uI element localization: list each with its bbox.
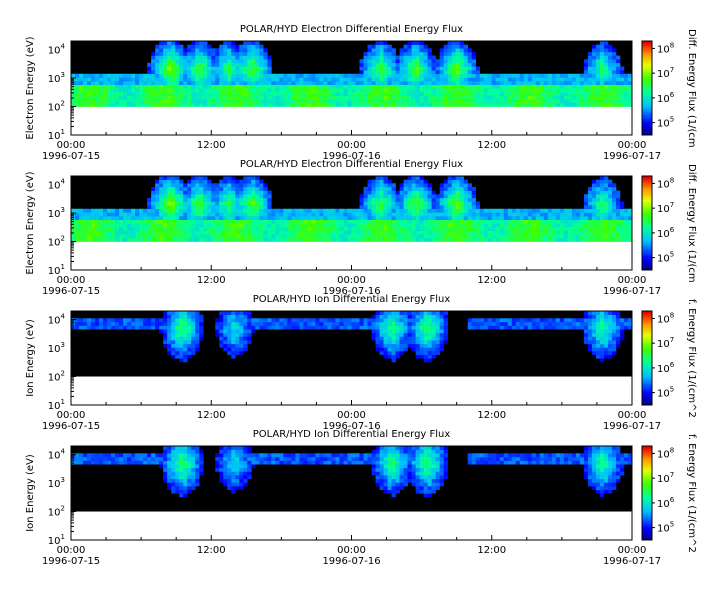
- y-tick-label: 104: [48, 448, 66, 462]
- colorbar-tick-label: 108: [657, 176, 674, 190]
- colorbar-tick-label: 107: [657, 471, 674, 485]
- spectrogram-cells: [71, 446, 633, 498]
- x-tick-time: 00:00: [337, 410, 366, 421]
- panel-title: POLAR/HYD Ion Differential Energy Flux: [253, 429, 451, 440]
- panel-3: POLAR/HYD Ion Differential Energy Flux 10…: [25, 294, 697, 432]
- x-tick-time: 00:00: [57, 410, 86, 421]
- colorbar-tick-label: 106: [657, 496, 675, 510]
- colorbar-tick-label: 108: [657, 41, 674, 55]
- x-tick-time: 00:00: [618, 545, 647, 556]
- colorbar-label: Diff. Energy Flux (1/(cm: [686, 29, 697, 148]
- y-tick-label: 101: [48, 263, 65, 277]
- y-tick-label: 102: [48, 235, 65, 249]
- x-tick-date: 1996-07-15: [42, 286, 100, 297]
- panel-title: POLAR/HYD Electron Differential Energy F…: [240, 159, 463, 170]
- y-tick-label: 103: [48, 71, 65, 85]
- y-tick-label: 101: [48, 533, 65, 547]
- x-tick-date: 1996-07-16: [322, 556, 380, 567]
- y-tick-label: 102: [48, 505, 65, 519]
- y-tick-label: 104: [48, 178, 66, 192]
- spectrogram-cells: [71, 311, 633, 363]
- x-tick-date: 1996-07-15: [42, 151, 100, 162]
- x-tick-date: 1996-07-17: [603, 421, 661, 432]
- colorbar-tick-label: 107: [657, 66, 674, 80]
- colorbar: 105 106 107 108 Diff. Energy Flux (1/(cm: [641, 29, 697, 148]
- x-tick-time: 12:00: [477, 140, 506, 151]
- colorbar-frame: [641, 445, 653, 541]
- colorbar-tick-label: 106: [657, 91, 675, 105]
- y-tick-label: 103: [48, 206, 65, 220]
- colorbar-tick-label: 105: [657, 521, 674, 535]
- x-tick-time: 12:00: [197, 410, 226, 421]
- x-tick-date: 1996-07-17: [603, 556, 661, 567]
- x-tick-time: 00:00: [337, 275, 366, 286]
- y-tick-label: 102: [48, 100, 65, 114]
- panel-2: POLAR/HYD Electron Differential Energy F…: [25, 159, 697, 297]
- x-tick-time: 00:00: [618, 410, 647, 421]
- y-tick-label: 101: [48, 398, 65, 412]
- x-tick-time: 00:00: [57, 140, 86, 151]
- colorbar: 105 106 107 108 f. Energy Flux (1/(cm^2: [641, 434, 697, 553]
- y-tick-label: 103: [48, 476, 65, 490]
- x-tick-date: 1996-07-17: [603, 151, 661, 162]
- x-tick-time: 12:00: [197, 545, 226, 556]
- colorbar-frame: [641, 40, 653, 136]
- x-tick-time: 12:00: [197, 275, 226, 286]
- x-tick-time: 00:00: [618, 275, 647, 286]
- x-tick-time: 12:00: [477, 275, 506, 286]
- spectrogram-cells: [71, 41, 633, 107]
- colorbar-tick-label: 106: [657, 361, 675, 375]
- colorbar-label: Diff. Energy Flux (1/(cm: [686, 164, 697, 283]
- colorbar-tick-label: 105: [657, 251, 674, 265]
- y-tick-label: 104: [48, 43, 66, 57]
- colorbar-frame: [641, 310, 653, 406]
- x-tick-time: 00:00: [57, 275, 86, 286]
- panel-title: POLAR/HYD Ion Differential Energy Flux: [253, 294, 451, 305]
- colorbar: 105 106 107 108 f. Energy Flux (1/(cm^2: [641, 299, 697, 418]
- x-tick-date: 1996-07-16: [322, 286, 380, 297]
- y-tick-label: 103: [48, 341, 65, 355]
- x-tick-time: 00:00: [618, 140, 647, 151]
- y-tick-label: 102: [48, 370, 65, 384]
- x-tick-time: 12:00: [477, 410, 506, 421]
- y-axis-label: Ion Energy (eV): [25, 319, 36, 397]
- panel-title: POLAR/HYD Electron Differential Energy F…: [240, 24, 463, 35]
- panel-4: POLAR/HYD Ion Differential Energy Flux 10…: [25, 429, 697, 567]
- x-tick-time: 12:00: [197, 140, 226, 151]
- colorbar-label: f. Energy Flux (1/(cm^2: [686, 299, 697, 418]
- colorbar-tick-label: 105: [657, 386, 674, 400]
- colorbar-tick-label: 106: [657, 226, 675, 240]
- x-tick-time: 00:00: [337, 140, 366, 151]
- y-axis-label: Electron Energy (eV): [25, 36, 36, 139]
- colorbar-tick-label: 108: [657, 311, 674, 325]
- y-axis-label: Ion Energy (eV): [25, 454, 36, 532]
- y-axis-label: Electron Energy (eV): [25, 171, 36, 274]
- colorbar-tick-label: 107: [657, 201, 674, 215]
- x-tick-date: 1996-07-15: [42, 556, 100, 567]
- x-tick-date: 1996-07-16: [322, 421, 380, 432]
- x-tick-date: 1996-07-17: [603, 286, 661, 297]
- colorbar-frame: [641, 175, 653, 271]
- x-tick-date: 1996-07-15: [42, 421, 100, 432]
- colorbar-tick-label: 107: [657, 336, 674, 350]
- x-tick-time: 12:00: [477, 545, 506, 556]
- colorbar-tick-label: 108: [657, 446, 674, 460]
- x-tick-time: 00:00: [337, 545, 366, 556]
- panel-1: POLAR/HYD Electron Differential Energy F…: [25, 24, 697, 162]
- colorbar-tick-label: 105: [657, 116, 674, 130]
- colorbar: 105 106 107 108 Diff. Energy Flux (1/(cm: [641, 164, 697, 283]
- x-tick-time: 00:00: [57, 545, 86, 556]
- colorbar-label: f. Energy Flux (1/(cm^2: [686, 434, 697, 553]
- y-tick-label: 104: [48, 313, 66, 327]
- spectrogram-cells: [71, 176, 633, 242]
- y-tick-label: 101: [48, 128, 65, 142]
- x-tick-date: 1996-07-16: [322, 151, 380, 162]
